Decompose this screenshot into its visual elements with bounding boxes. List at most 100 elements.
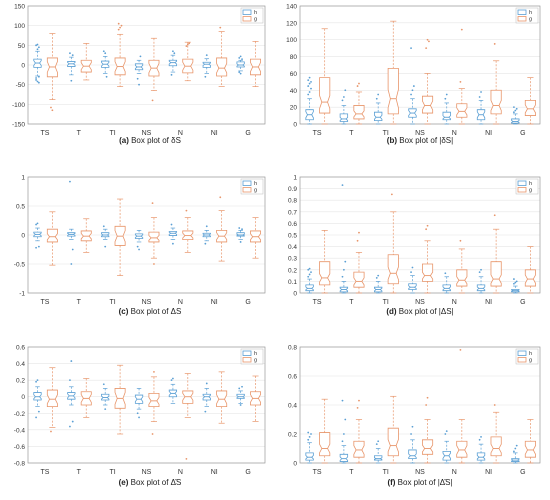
legend-swatch-h	[517, 9, 527, 15]
outlier-point	[172, 242, 174, 245]
y-tick-label: 0.5	[16, 204, 25, 211]
box-g-G	[524, 246, 536, 294]
outlier-point	[459, 239, 462, 242]
box-h-G	[236, 385, 245, 406]
x-tick-label: NS	[142, 469, 152, 476]
box-h-NI	[202, 225, 211, 245]
box-h-TI	[101, 225, 110, 248]
outlier-point	[514, 447, 517, 450]
outlier-point	[119, 26, 121, 29]
box-g-TS	[46, 33, 58, 112]
y-tick-label: 0.8	[288, 198, 297, 205]
outlier-point	[241, 58, 243, 60]
outlier-point	[515, 280, 518, 283]
x-tick-label: N	[178, 130, 183, 137]
outlier-point	[375, 277, 378, 279]
box-body	[319, 432, 331, 457]
caption-text: Box plot of |Δ̄S|	[398, 478, 453, 487]
box-g-TS	[46, 367, 58, 433]
plot-frame	[299, 5, 541, 125]
legend: hg	[240, 178, 264, 195]
plot-frame	[27, 176, 266, 294]
x-tick-label: T	[77, 299, 82, 306]
x-tick-label: TS	[313, 130, 322, 137]
outlier-point	[172, 377, 174, 380]
box-g-TI	[387, 193, 399, 294]
box-body	[148, 231, 160, 243]
outlier-point	[139, 55, 142, 58]
y-tick-label: 0.9	[288, 186, 297, 193]
chart-panel-e: -0.8 -0.6 -0.4 -0.2 0 0.2 0.4 0.6 TS T TI NS N NI Ghg (…	[14, 345, 266, 487]
box-g-TI	[114, 364, 126, 435]
legend-label-h: h	[254, 181, 257, 187]
y-tick-label: 0.4	[16, 361, 25, 368]
outlier-point	[51, 109, 54, 112]
box-h-N	[442, 430, 451, 464]
box-h-N	[442, 93, 451, 125]
outlier-point	[186, 43, 189, 46]
outlier-point	[36, 43, 39, 46]
legend-label-h: h	[254, 10, 257, 16]
box-body	[353, 271, 365, 288]
y-tick-label: -0.2	[14, 411, 26, 418]
outlier-point	[153, 263, 155, 265]
box-g-N	[182, 41, 194, 82]
outlier-point	[478, 438, 481, 441]
chart-caption: (a) Box plot of δS	[119, 136, 181, 145]
x-tick-label: NS	[142, 130, 152, 137]
x-tick-label: NS	[415, 130, 425, 137]
legend-swatch-h	[242, 350, 252, 356]
x-tick-label: NI	[211, 299, 218, 306]
outlier-point	[377, 93, 380, 96]
outlier-point	[241, 385, 243, 388]
box-body	[353, 440, 365, 458]
outlier-point	[515, 107, 518, 110]
x-tick-label: TI	[383, 130, 389, 137]
outlier-point	[410, 271, 412, 274]
outlier-point	[513, 450, 515, 453]
legend-label-h: h	[529, 351, 532, 357]
box-body	[422, 439, 434, 455]
outlier-point	[493, 404, 496, 406]
outlier-point	[138, 416, 140, 419]
box-body	[319, 77, 331, 114]
chart-panel-c: -1 -0.5 0 0.5 1 TS T TI NS N NI Ghg (c) Box plot of …	[14, 175, 266, 316]
plot-frame	[299, 176, 541, 294]
y-tick-label: 0.3	[288, 256, 297, 263]
y-tick-label: 0.1	[288, 279, 297, 286]
outlier-point	[342, 96, 345, 98]
outlier-point	[239, 241, 242, 243]
outlier-point	[307, 275, 310, 278]
outlier-point	[341, 184, 344, 187]
x-tick-label: G	[520, 130, 525, 137]
box-h-T	[339, 184, 349, 294]
y-tick-label: 0.6	[288, 221, 297, 228]
outlier-point	[136, 77, 139, 80]
outlier-point	[239, 72, 242, 75]
y-tick-label: -0.5	[14, 262, 26, 269]
outlier-point	[308, 82, 311, 85]
y-tick-label: 0	[21, 63, 25, 70]
outlier-point	[513, 111, 515, 114]
outlier-point	[69, 180, 71, 183]
y-tick-label: 0.2	[16, 378, 25, 385]
y-tick-label: -0.6	[14, 444, 26, 451]
legend: hg	[240, 348, 264, 365]
outlier-point	[513, 282, 515, 285]
outlier-point	[426, 38, 429, 41]
outlier-point	[50, 430, 52, 433]
legend-swatch-h	[242, 180, 252, 186]
box-body	[456, 269, 468, 287]
box-body	[524, 440, 536, 458]
outlier-point	[344, 418, 347, 421]
outlier-point	[70, 360, 73, 362]
x-tick-label: T	[349, 299, 354, 306]
box-g-NI	[490, 43, 502, 125]
outlier-point	[37, 81, 40, 84]
outlier-point	[37, 46, 40, 49]
box-h-NS	[408, 266, 417, 294]
box-h-N	[168, 223, 178, 245]
box-h-NS	[134, 55, 144, 86]
x-tick-label: TI	[383, 469, 389, 476]
